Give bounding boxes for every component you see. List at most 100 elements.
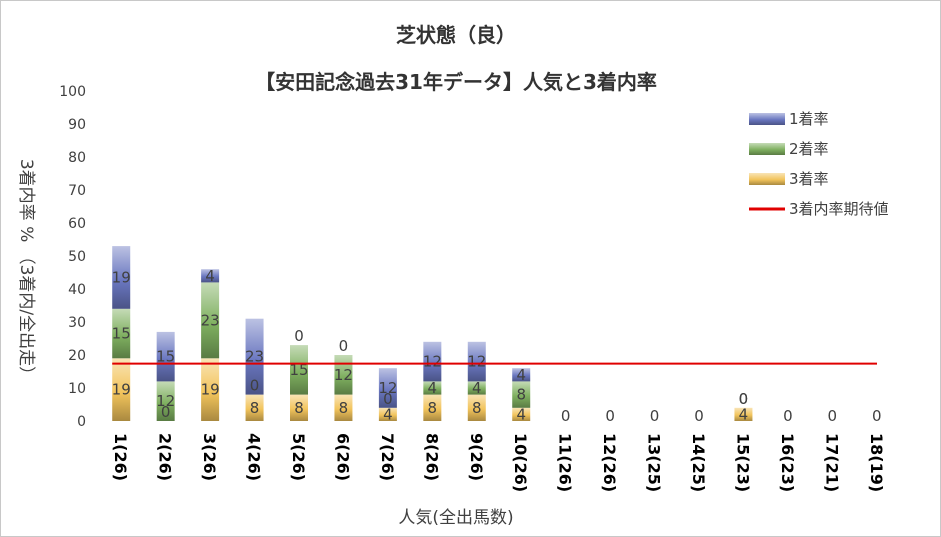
data-label: 8 — [472, 399, 482, 417]
y-tick-label: 100 — [59, 84, 86, 100]
data-label: 8 — [516, 386, 526, 404]
data-label: 15 — [112, 325, 131, 343]
data-label: 12 — [156, 392, 175, 410]
bar-segment — [245, 318, 264, 395]
data-label: 0 — [561, 407, 571, 425]
data-label: 0 — [739, 390, 749, 408]
x-tick-label: 8(26) — [422, 433, 441, 481]
bar-segment — [734, 407, 753, 421]
bar-segment — [512, 381, 531, 408]
data-label: 4 — [516, 366, 526, 384]
x-tick-label: 2(26) — [156, 433, 175, 481]
data-label: 0 — [828, 407, 838, 425]
data-label: 19 — [112, 268, 131, 286]
data-label: 0 — [250, 377, 260, 395]
data-label: 8 — [294, 399, 304, 417]
data-label: 19 — [112, 381, 131, 399]
bar-segment — [290, 394, 308, 421]
bar-segment — [423, 341, 442, 382]
bar-segment — [334, 394, 353, 421]
x-tick-label: 10(26) — [511, 433, 530, 492]
x-tick-label: 11(26) — [556, 433, 575, 492]
data-label: 4 — [383, 405, 393, 423]
legend-label: 2着率 — [789, 140, 829, 158]
bar-segment — [201, 358, 220, 421]
y-tick-label: 0 — [77, 414, 86, 430]
data-label: 23 — [201, 311, 220, 329]
bar-segment — [112, 246, 131, 309]
x-tick-label: 14(25) — [689, 433, 708, 492]
legend-swatch — [749, 143, 785, 155]
data-label: 15 — [156, 348, 175, 366]
y-tick-label: 80 — [68, 150, 86, 166]
x-tick-label: 17(21) — [822, 433, 841, 492]
data-label: 12 — [423, 353, 442, 371]
x-tick-label: 15(23) — [733, 433, 752, 492]
data-label: 12 — [334, 366, 353, 384]
x-tick-label: 12(26) — [600, 433, 619, 492]
data-label: 23 — [245, 348, 264, 366]
bar-segment — [378, 368, 397, 408]
x-tick-label: 6(26) — [333, 433, 352, 481]
legend-label: 3着内率期待値 — [789, 200, 889, 218]
legend-label: 1着率 — [789, 110, 829, 128]
legend: 1着率 2着率 3着率 3着内率期待値 — [749, 110, 889, 218]
bar-segment — [201, 282, 220, 359]
y-axis-label: 3着内率 % （3着内/全出走） — [16, 159, 36, 383]
data-label: 0 — [739, 390, 749, 408]
data-label: 8 — [250, 399, 260, 417]
bar-segment — [512, 407, 531, 421]
data-label: 0 — [339, 337, 349, 355]
bar-segment — [467, 341, 486, 382]
bar-segment — [245, 394, 264, 421]
data-label: 8 — [428, 399, 438, 417]
data-label: 4 — [428, 379, 438, 397]
data-label: 12 — [378, 379, 397, 397]
bar-segment — [378, 407, 397, 421]
x-axis: 1(26) 2(26) 3(26) 4(26) 5(26) 6(26) 7(26) 8(26)… — [111, 433, 886, 492]
data-label: 0 — [294, 327, 304, 345]
x-tick-label: 7(26) — [378, 433, 397, 481]
data-label: 12 — [467, 353, 486, 371]
y-tick-label: 50 — [68, 249, 86, 265]
y-tick-label: 30 — [68, 315, 86, 331]
y-tick-label: 90 — [68, 117, 86, 133]
y-tick-label: 70 — [68, 183, 86, 199]
y-tick-label: 40 — [68, 282, 86, 298]
bar-segment — [512, 368, 531, 382]
data-label: 8 — [339, 399, 349, 417]
data-label: 0 — [872, 407, 882, 425]
y-tick-label: 20 — [68, 348, 86, 364]
data-label: 4 — [472, 379, 482, 397]
data-label: 4 — [516, 405, 526, 423]
bar-segment — [112, 308, 131, 359]
bar-segment — [156, 331, 175, 382]
data-label: 4 — [739, 405, 749, 423]
data-label: 0 — [605, 407, 615, 425]
x-tick-label: 4(26) — [245, 433, 264, 481]
data-label: 0 — [783, 407, 793, 425]
bar-segment — [156, 381, 175, 421]
data-label: 19 — [201, 381, 220, 399]
chart-title: 芝状態（良） — [396, 23, 516, 47]
x-axis-label: 人気(全出馬数) — [398, 508, 513, 528]
bar-segment — [467, 381, 486, 395]
bar-segment — [112, 358, 131, 421]
legend-swatch — [749, 113, 785, 125]
bar-segment — [290, 345, 308, 395]
bar-segment — [423, 394, 442, 421]
bars: 1915190121519234802381508120401284128412… — [112, 246, 882, 425]
data-label: 0 — [161, 403, 171, 421]
y-tick-label: 10 — [68, 381, 86, 397]
x-tick-label: 13(25) — [645, 433, 664, 492]
legend-swatch — [749, 173, 785, 185]
chart-subtitle: 【安田記念過去31年データ】人気と3着内率 — [255, 70, 657, 94]
x-tick-label: 18(19) — [867, 433, 886, 492]
data-label: 0 — [694, 407, 704, 425]
legend-label: 3着率 — [789, 170, 829, 188]
bar-segment — [467, 394, 486, 421]
data-label: 0 — [650, 407, 660, 425]
y-axis: 0 10 20 30 40 50 60 70 80 90 100 — [59, 84, 86, 430]
